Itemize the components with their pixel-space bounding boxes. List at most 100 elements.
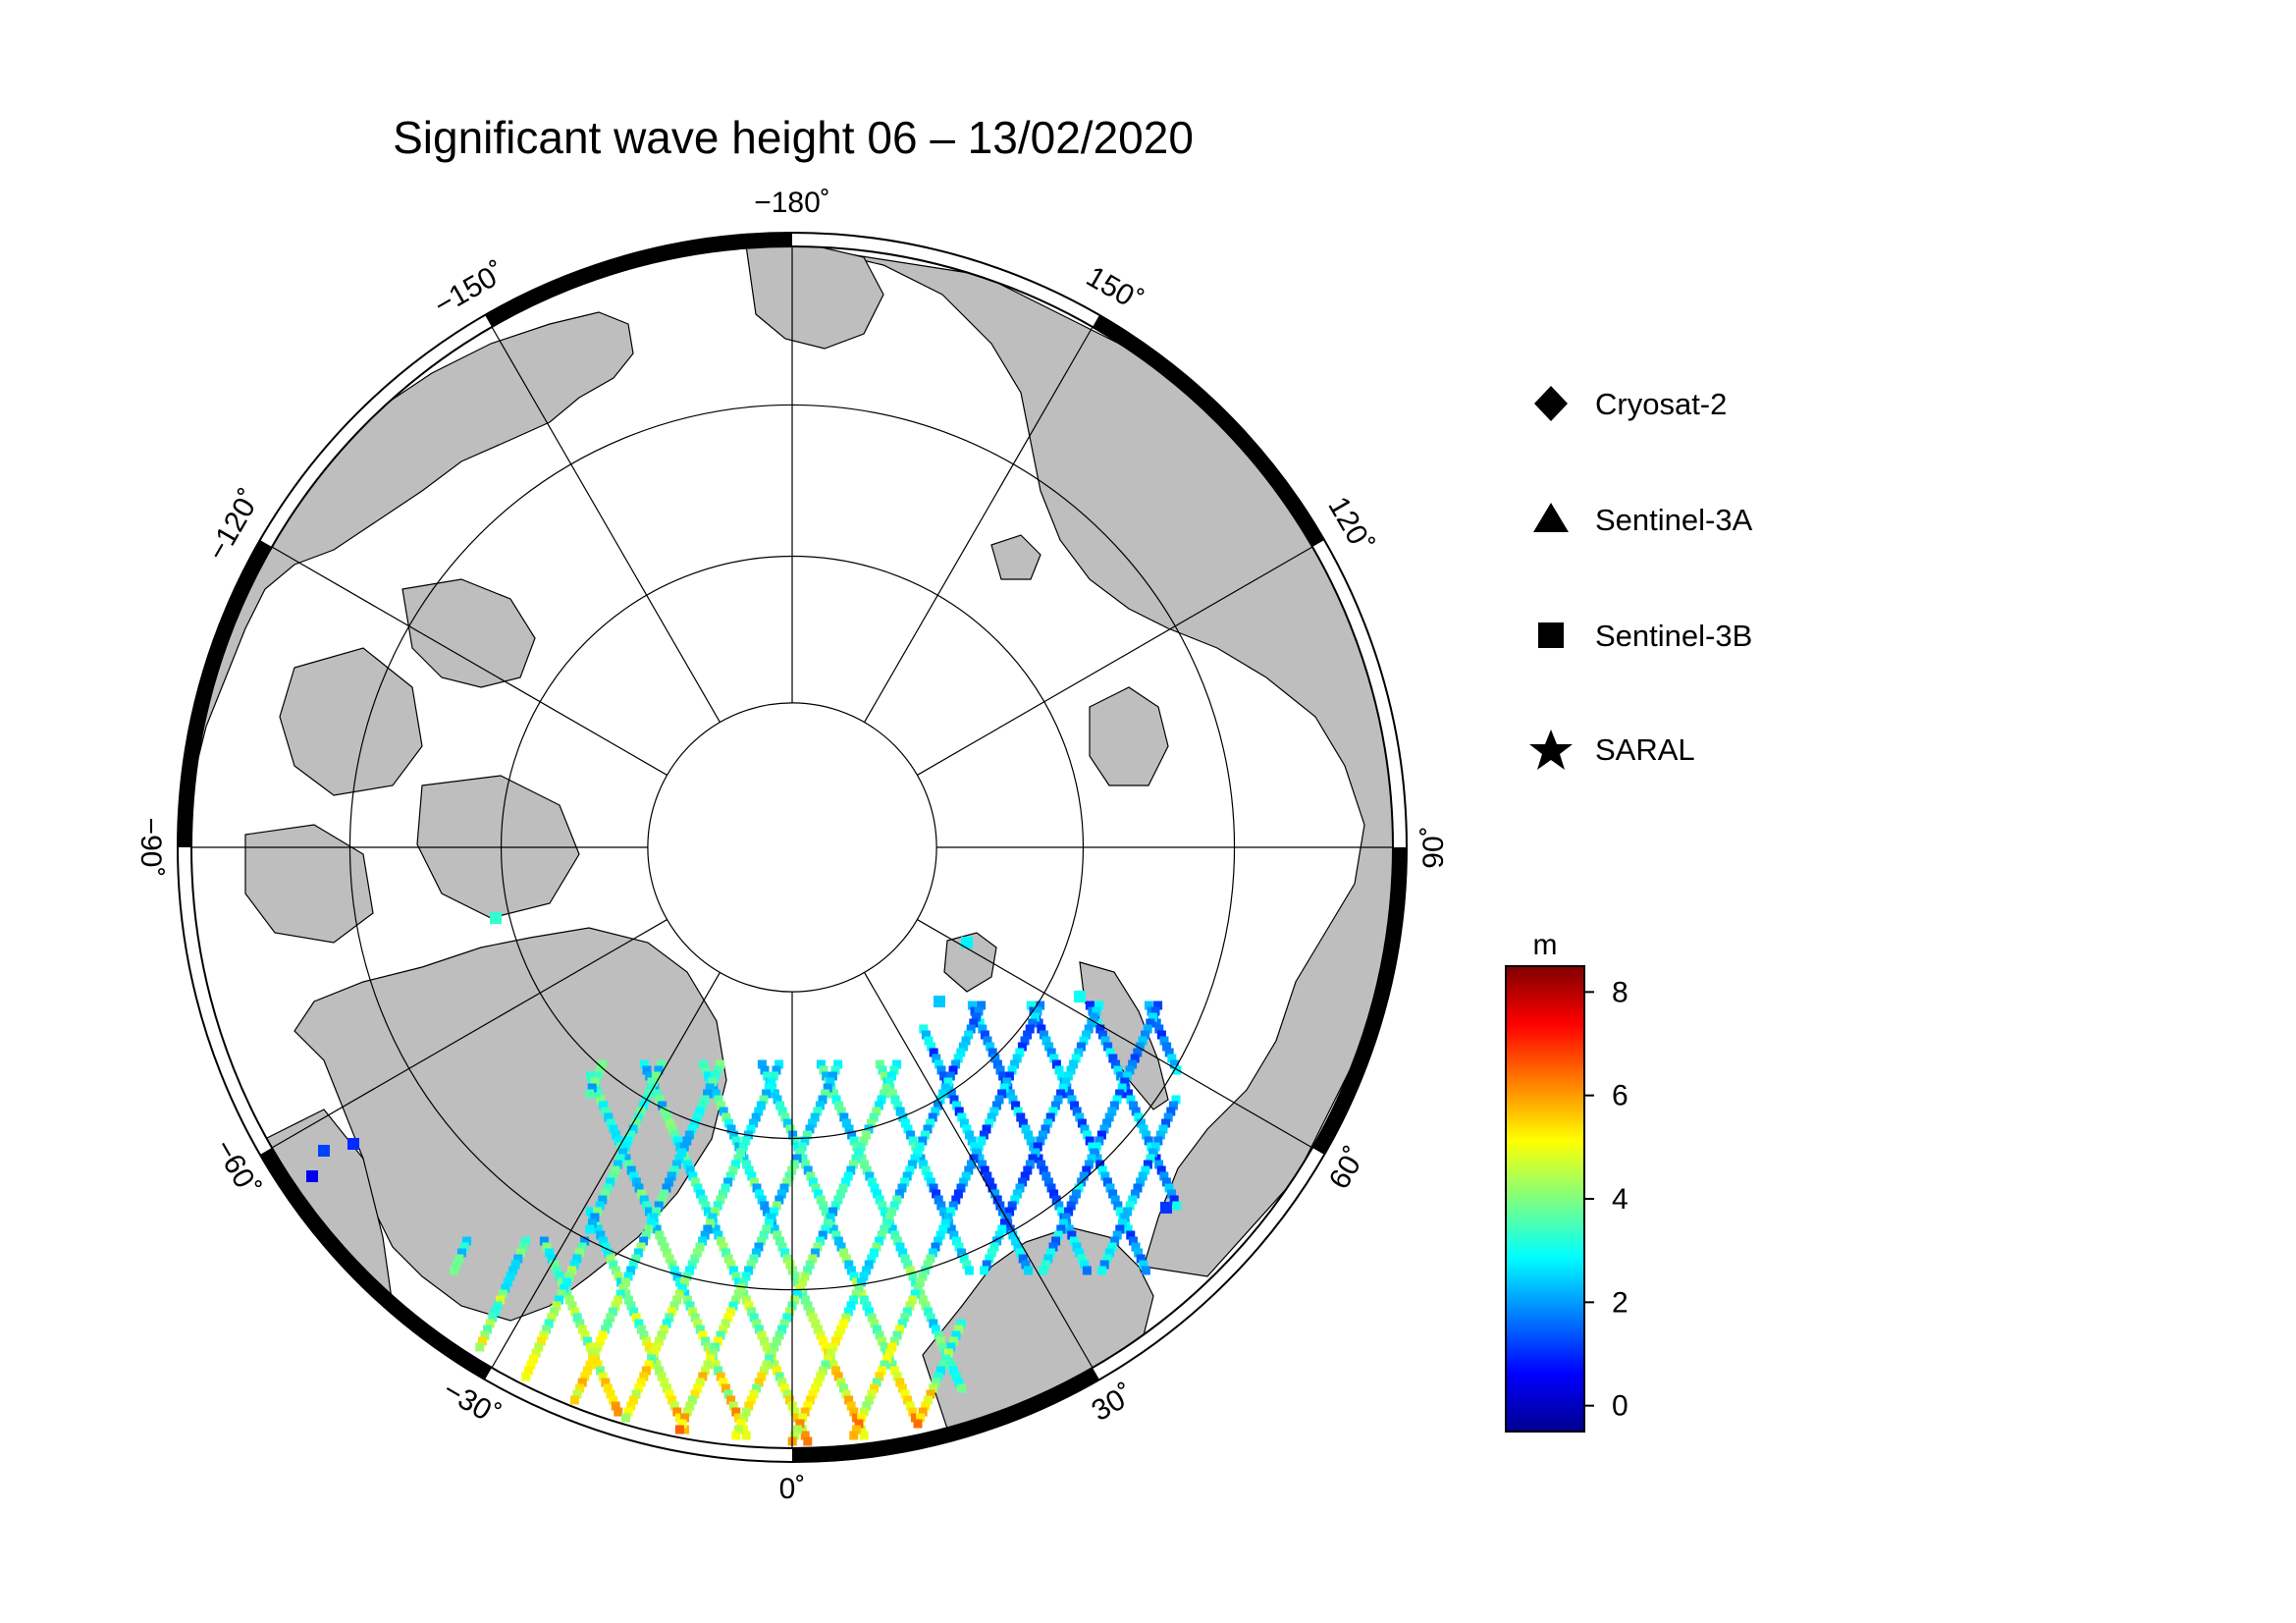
square-icon — [1538, 622, 1564, 648]
wave-height-sample — [954, 1107, 964, 1116]
wave-height-sample — [1041, 1171, 1051, 1181]
wave-height-sample — [870, 1383, 880, 1393]
wave-height-sample — [1089, 1012, 1098, 1022]
wave-height-sample — [1154, 1160, 1164, 1169]
wave-height-sample — [665, 1177, 674, 1187]
wave-height-sample — [755, 1189, 765, 1199]
wave-height-sample — [1020, 1036, 1030, 1046]
wave-height-sample — [774, 1195, 784, 1205]
wave-height-sample — [859, 1407, 869, 1417]
wave-height-sample — [892, 1372, 902, 1381]
wave-height-sample — [572, 1313, 582, 1323]
wave-height-sample — [835, 1189, 845, 1199]
satellite-legend: Cryosat-2 Sentinel-3A Sentinel-3B SARAL — [1529, 386, 1753, 770]
wave-height-sample — [1034, 1154, 1043, 1163]
wave-height-sample — [881, 1218, 891, 1228]
wave-height-sample — [513, 1254, 523, 1264]
wave-height-sample — [779, 1383, 789, 1393]
wave-height-sample — [846, 1301, 856, 1311]
wave-height-sample — [1058, 1083, 1068, 1093]
wave-height-sample — [1162, 1042, 1172, 1052]
wave-height-sample — [560, 1283, 569, 1293]
wave-height-sample — [910, 1289, 920, 1299]
wave-height-sample — [657, 1330, 667, 1340]
wave-height-sample — [760, 1201, 770, 1211]
wave-height-sample — [780, 1112, 790, 1122]
wave-height-sample — [774, 1330, 784, 1340]
wave-height-sample — [830, 1065, 840, 1075]
wave-height-sample — [570, 1307, 580, 1317]
wave-height-sample — [777, 1378, 787, 1387]
wave-height-sample — [628, 1395, 638, 1405]
wave-height-sample — [836, 1378, 846, 1387]
wave-height-sample — [682, 1271, 692, 1281]
wave-height-sample — [595, 1065, 605, 1075]
wave-height-sample — [1123, 1207, 1133, 1217]
wave-height-sample — [987, 1112, 996, 1122]
wave-height-sample — [1067, 1230, 1077, 1240]
wave-height-sample — [765, 1354, 774, 1364]
wave-height-sample — [1064, 1089, 1074, 1099]
wave-height-sample — [875, 1372, 884, 1381]
wave-height-sample — [508, 1266, 518, 1275]
wave-height-sample — [711, 1342, 721, 1352]
wave-height-sample — [932, 1054, 941, 1063]
wave-height-sample — [644, 1360, 654, 1370]
wave-height-sample — [1033, 1006, 1042, 1016]
wave-height-sample — [872, 1378, 881, 1387]
wave-height-sample — [880, 1207, 889, 1217]
wave-height-sample — [951, 1372, 961, 1381]
colorbar: m 0 2 4 6 8 — [1505, 929, 1629, 1433]
wave-height-sample — [639, 1236, 649, 1246]
wave-height-sample — [759, 1095, 769, 1105]
wave-height-sample — [550, 1260, 560, 1270]
longitude-label: −180˚ — [754, 187, 830, 219]
wave-height-sample — [593, 1089, 603, 1099]
wave-height-sample — [1092, 1006, 1101, 1016]
wave-height-sample — [660, 1325, 669, 1334]
wave-height-sample — [1036, 1136, 1045, 1146]
wave-height-sample — [916, 1154, 926, 1163]
wave-height-sample — [723, 1118, 733, 1128]
wave-height-sample — [660, 1107, 669, 1116]
wave-height-sample — [1053, 1095, 1063, 1105]
wave-height-sample — [526, 1360, 536, 1370]
wave-height-sample — [714, 1230, 723, 1240]
wave-height-sample — [1164, 1048, 1174, 1057]
wave-height-sample — [972, 1148, 982, 1158]
wave-height-sample — [806, 1171, 816, 1181]
wave-height-sample — [456, 1248, 466, 1258]
wave-height-sample — [946, 1089, 956, 1099]
wave-height-sample — [721, 1183, 730, 1193]
wave-height-sample — [1100, 1171, 1110, 1181]
wave-height-sample — [1139, 1260, 1148, 1270]
wave-height-sample — [723, 1177, 733, 1187]
wave-height-sample — [734, 1277, 744, 1287]
wave-height-sample — [1172, 1201, 1182, 1211]
wave-height-sample — [654, 1201, 664, 1211]
wave-height-sample — [731, 1295, 741, 1305]
wave-height-sample — [611, 1165, 620, 1175]
wave-height-sample — [964, 1165, 974, 1175]
wave-height-sample — [665, 1118, 674, 1128]
wave-height-sample — [951, 1059, 961, 1069]
wave-height-sample — [616, 1277, 626, 1287]
star-icon — [1529, 730, 1573, 770]
wave-height-sample — [688, 1171, 698, 1181]
wave-height-sample — [1141, 1266, 1150, 1275]
wave-height-sample — [731, 1136, 741, 1146]
wave-height-sample — [939, 1071, 949, 1081]
wave-height-sample — [948, 1065, 958, 1075]
wave-height-sample — [744, 1165, 754, 1175]
wave-height-sample — [816, 1330, 826, 1340]
wave-height-sample — [701, 1201, 711, 1211]
wave-height-sample — [601, 1107, 611, 1116]
wave-height-sample — [1049, 1054, 1059, 1063]
wave-height-sample — [667, 1260, 677, 1270]
wave-height-sample — [1104, 1248, 1114, 1258]
wave-height-sample — [644, 1207, 654, 1217]
wave-height-sample — [501, 1283, 510, 1293]
wave-height-sample — [1016, 1112, 1026, 1122]
wave-height-sample — [1112, 1230, 1122, 1240]
wave-height-sample — [1075, 1112, 1085, 1122]
